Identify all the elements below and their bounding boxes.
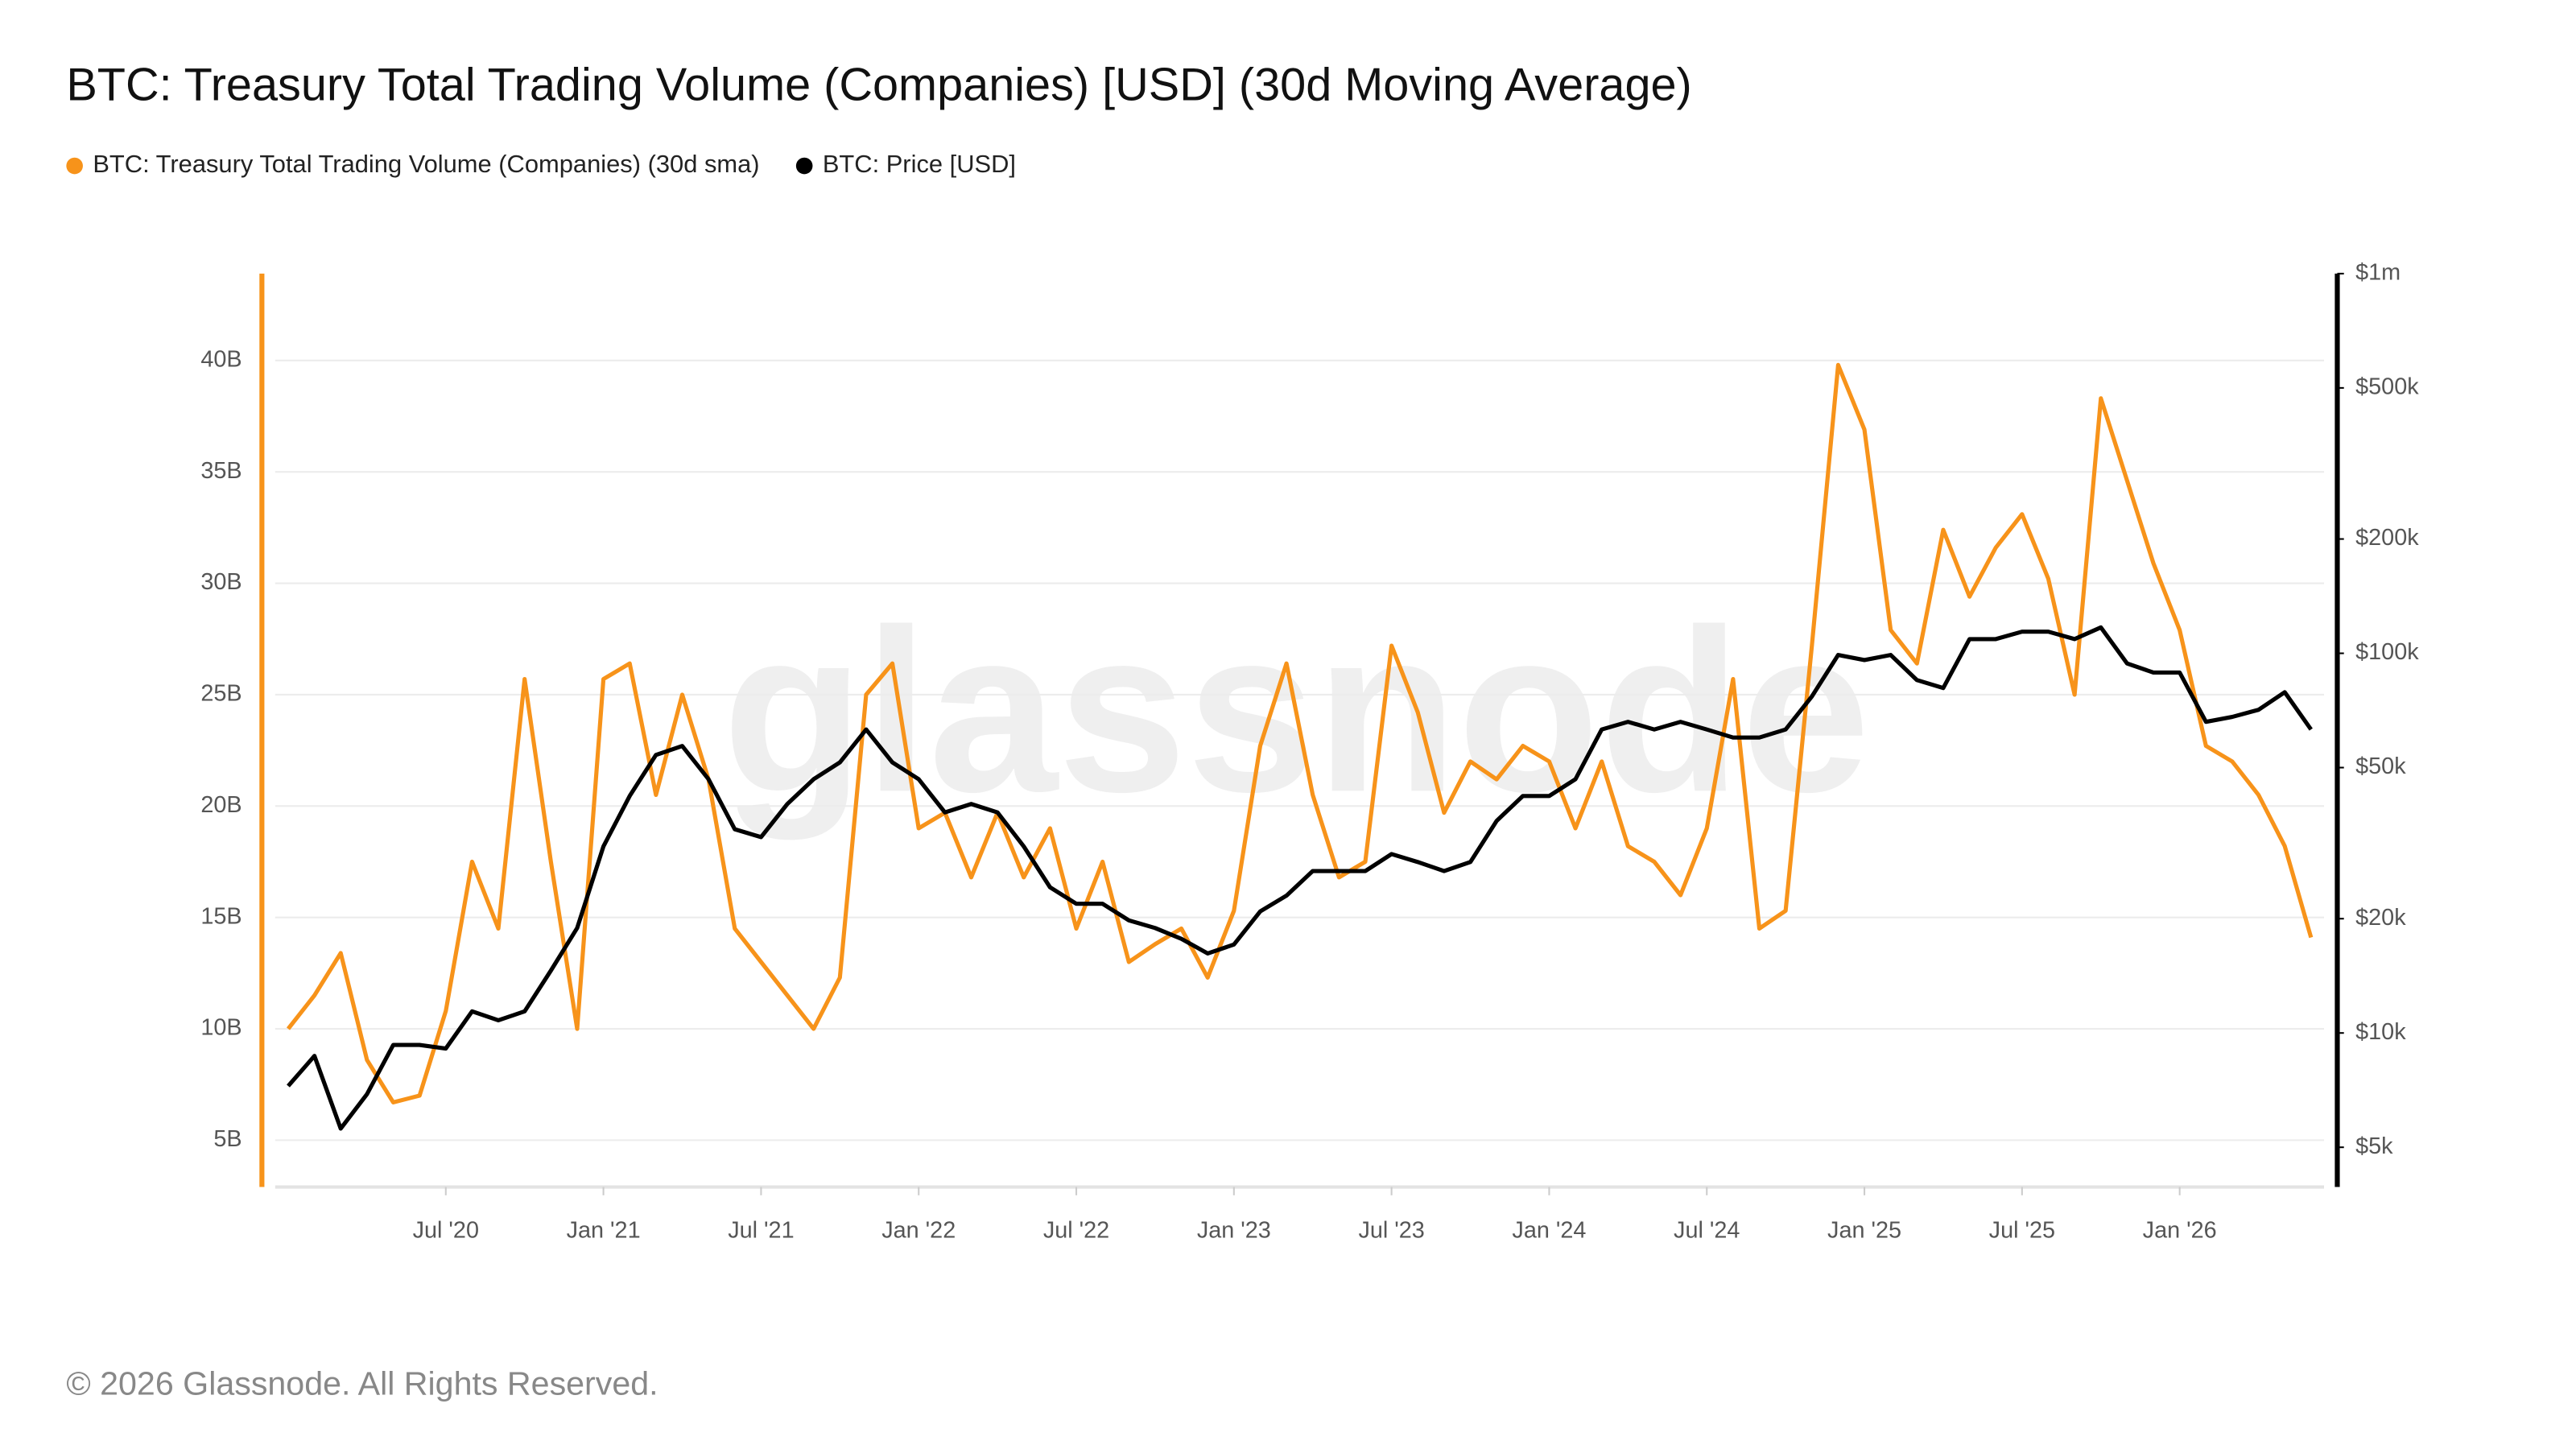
y-tick-label: 25B xyxy=(200,681,242,707)
series-line xyxy=(287,625,2313,1131)
y-tick-label: 10B xyxy=(200,1015,242,1041)
x-tick-label: Jul '25 xyxy=(1989,1218,2055,1244)
x-tick-label: Jan '26 xyxy=(2143,1218,2217,1244)
y2-tick-label: $10k xyxy=(2355,1019,2406,1045)
y2-tick-label: $50k xyxy=(2355,753,2406,779)
y-tick-label: 30B xyxy=(200,569,242,595)
y2-tick-label: $100k xyxy=(2355,639,2419,665)
x-tick-label: Jan '24 xyxy=(1512,1218,1586,1244)
x-tick-label: Jul '21 xyxy=(728,1218,794,1244)
y2-tick-label: $20k xyxy=(2355,905,2406,931)
x-tick-label: Jul '22 xyxy=(1043,1218,1109,1244)
legend-marker xyxy=(66,157,83,175)
x-tick-label: Jan '25 xyxy=(1827,1218,1901,1244)
y-tick-label: 35B xyxy=(200,458,242,484)
x-tick-label: Jan '21 xyxy=(567,1218,641,1244)
legend-label: BTC: Price [USD] xyxy=(823,150,1016,178)
y2-tick-label: $5k xyxy=(2355,1133,2393,1159)
y2-tick-label: $1m xyxy=(2355,260,2401,286)
y-tick-label: 40B xyxy=(200,346,242,372)
x-tick-label: Jul '24 xyxy=(1674,1218,1740,1244)
footer: © 2026 Glassnode. All Rights Reserved. xyxy=(66,1364,658,1402)
x-tick-label: Jan '23 xyxy=(1197,1218,1271,1244)
x-tick-label: Jan '22 xyxy=(881,1218,956,1244)
y-tick-label: 15B xyxy=(200,903,242,929)
y2-tick-label: $500k xyxy=(2355,374,2419,399)
legend-label: BTC: Treasury Total Trading Volume (Comp… xyxy=(93,150,759,178)
y2-tick-label: $200k xyxy=(2355,525,2419,551)
x-tick-label: Jul '20 xyxy=(413,1218,479,1244)
chart-title: BTC: Treasury Total Trading Volume (Comp… xyxy=(66,60,1691,111)
legend-marker xyxy=(795,157,813,175)
y-tick-label: 20B xyxy=(200,792,242,818)
y-tick-label: 5B xyxy=(213,1126,242,1152)
x-tick-label: Jul '23 xyxy=(1358,1218,1424,1244)
series-line xyxy=(286,362,2314,1104)
